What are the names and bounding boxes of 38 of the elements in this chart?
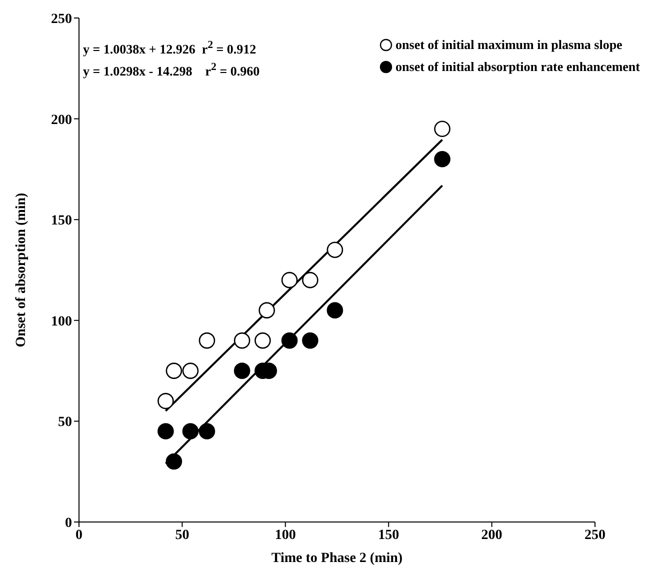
annotation: y = 1.0038x + 12.926 r$^{2}$ = 0.912 bbox=[83, 38, 258, 56]
x-axis-title: Time to Phase 2 (min) bbox=[271, 551, 403, 566]
point bbox=[198, 423, 216, 440]
y-tick-label: 100 bbox=[51, 314, 72, 330]
legend-label: onset of initial maximum in plasma slope bbox=[396, 37, 622, 53]
point bbox=[166, 362, 182, 379]
y-tick-label: 200 bbox=[51, 112, 72, 128]
x-tick-label: 250 bbox=[584, 528, 606, 543]
point bbox=[254, 332, 271, 349]
y-tick-label: 50 bbox=[58, 415, 72, 430]
x-tick-label: 150 bbox=[378, 528, 400, 543]
point bbox=[326, 242, 344, 258]
x-tick-label: 100 bbox=[274, 528, 296, 543]
point bbox=[302, 332, 318, 349]
x-tick-label: 50 bbox=[175, 528, 190, 543]
y-tick-label: 150 bbox=[51, 214, 72, 229]
legend-label: onset of initial absorption rate enhancement bbox=[396, 59, 640, 75]
y-axis-title: Onset of absorption (min) bbox=[14, 192, 29, 348]
point bbox=[326, 302, 344, 318]
point bbox=[198, 332, 216, 349]
y-tick-label: 250 bbox=[51, 12, 72, 27]
point bbox=[302, 272, 318, 288]
point bbox=[166, 453, 182, 470]
x-tick-label: 0 bbox=[76, 528, 82, 543]
point bbox=[182, 362, 199, 379]
x-tick-label: 200 bbox=[481, 528, 502, 543]
point bbox=[258, 302, 275, 318]
point bbox=[158, 423, 174, 440]
point bbox=[234, 332, 250, 349]
point bbox=[234, 362, 250, 379]
point bbox=[281, 272, 298, 288]
annotation: y = 1.0298x - 14.298 r$^{2}$ = 0.960 bbox=[83, 60, 260, 78]
point bbox=[434, 120, 450, 138]
point bbox=[158, 392, 174, 410]
point bbox=[434, 150, 450, 168]
y-tick-label: 0 bbox=[65, 516, 72, 531]
point bbox=[182, 423, 199, 440]
point bbox=[281, 332, 298, 349]
